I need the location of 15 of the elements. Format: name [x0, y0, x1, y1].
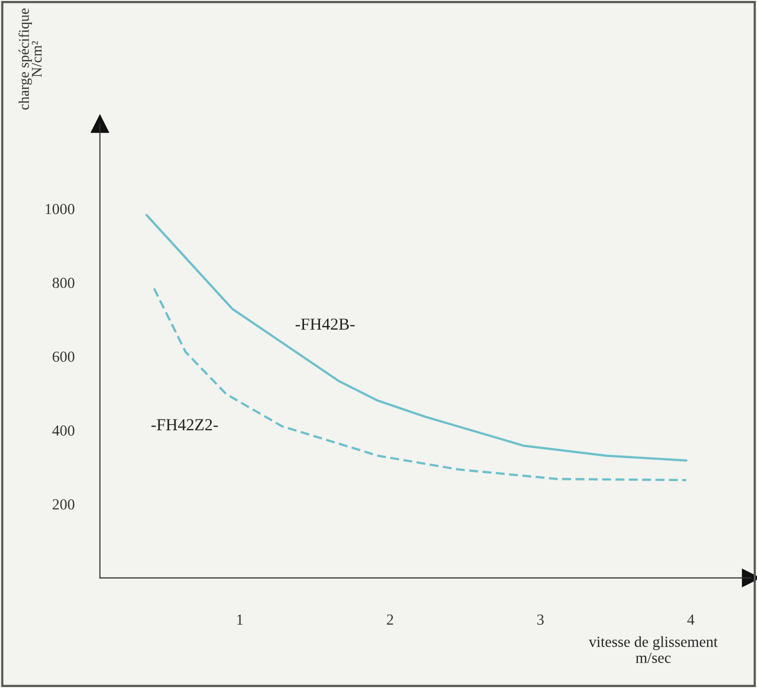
x-axis-title: vitesse de glissement m/sec — [588, 636, 718, 663]
x-tick-label: 1 — [237, 614, 243, 625]
x-tick-label: 2 — [386, 614, 394, 625]
y-tick-label: 400 — [52, 425, 74, 436]
y-tick-label: 600 — [52, 352, 74, 362]
line-series — [145, 214, 688, 462]
x-tick-label: 3 — [537, 614, 544, 625]
y-tick-label: 1000 — [46, 204, 74, 214]
line-series — [152, 287, 688, 482]
x-tick-label: 4 — [687, 614, 694, 625]
y-axis-title: charge spécifique N/cm² — [18, 8, 42, 110]
series-label: -FH42Z2- — [151, 419, 218, 430]
y-tick-label: 200 — [52, 499, 74, 510]
y-tick-label: 800 — [52, 278, 74, 288]
series-label: -FH42B- — [296, 318, 355, 330]
